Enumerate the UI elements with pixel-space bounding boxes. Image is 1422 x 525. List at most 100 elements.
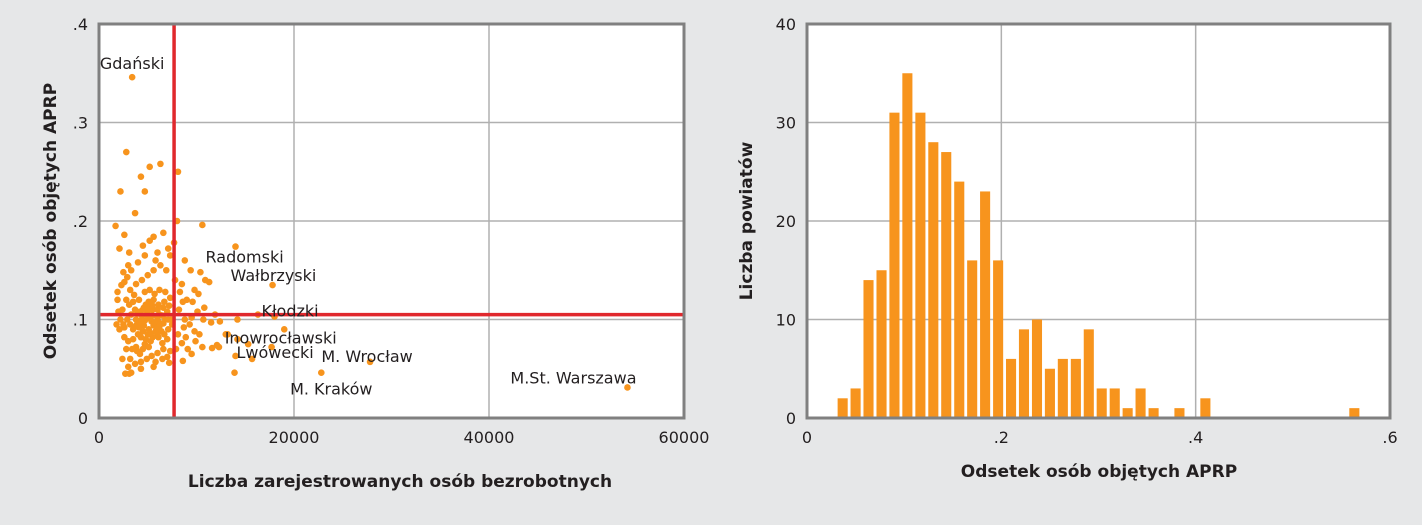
scatter-gridlines [99,24,684,418]
scatter-point [159,339,166,347]
histogram-bars [837,73,1360,419]
scatter-point [146,315,153,322]
histogram-bar [1109,388,1120,418]
scatter-points [112,73,631,391]
scatter-point [231,369,238,376]
scatter-point [138,276,146,284]
scatter-point [123,273,131,281]
histogram-plot-frame [805,22,1392,420]
scatter-point [124,262,132,269]
scatter-point [179,357,187,365]
histogram-bar [967,260,978,418]
scatter-point [156,323,163,330]
histogram-bar [876,270,887,418]
scatter-point [318,369,325,376]
histogram-bar [1006,358,1017,418]
point-label: Lwówecki [237,343,314,362]
scatter-point [137,365,145,373]
scatter-point [187,266,194,274]
scatter-point [125,370,133,377]
scatter-point [269,281,276,289]
scatter-point [280,326,288,333]
scatter-point [154,349,161,357]
scatter-point [216,318,224,325]
scatter-point [151,319,158,326]
histogram-bar [1349,408,1360,418]
scatter-point [119,355,126,363]
scatter-point [146,237,153,244]
scatter-point [128,73,136,81]
scatter-point [152,358,159,366]
scatter-plot-frame [97,22,686,420]
point-label: M. Kraków [290,380,372,399]
scatter-point [268,343,275,351]
histogram-bar [850,388,861,418]
scatter-point [123,345,130,353]
histogram-y-axis-label: Liczba powiatów [737,141,757,300]
scatter-point [166,252,174,259]
x-tick-label: 20000 [269,428,320,447]
scatter-point [166,347,174,355]
scatter-point [142,335,150,343]
scatter-point [181,257,189,264]
scatter-point [152,328,159,335]
scatter-point [112,222,119,230]
scatter-point [152,257,159,264]
scatter-point [141,188,149,195]
histogram-y-tick-labels: 0 10 20 30 40 [776,15,796,428]
scatter-point [197,268,204,276]
scatter-point [156,286,163,294]
scatter-point [174,168,182,176]
scatter-point [164,245,172,252]
y-tick-label: 0 [786,409,796,428]
scatter-point [166,294,174,302]
scatter-point [141,252,149,259]
scatter-point [118,281,125,289]
scatter-point [207,319,215,326]
x-tick-label: .4 [1188,428,1203,447]
scatter-point [127,266,135,274]
scatter-point [130,291,138,299]
y-tick-label: .3 [73,114,88,133]
scatter-point [150,296,157,304]
scatter-point [179,298,187,306]
scatter-point [182,333,190,341]
point-label: Wałbrzyski [231,266,317,285]
histogram-bar [1044,368,1055,418]
scatter-point [176,288,184,296]
y-tick-label: 40 [776,15,796,34]
scatter-point [163,353,171,361]
histogram-bar [954,181,965,418]
scatter-point [186,321,193,328]
scatter-point [146,286,153,294]
scatter-point [164,316,172,323]
histogram-bar [1057,358,1068,418]
scatter-point [131,209,139,217]
scatter-point [117,316,124,323]
histogram-chart: 0 .2 .4 .6 0 10 20 30 40 Odsetek osób objętych … [737,15,1398,482]
histogram-bar [1031,319,1043,418]
histogram-bar [902,73,913,418]
scatter-y-axis-label: Odsetek osób objętych APRP [41,83,61,359]
scatter-point [145,343,153,351]
scatter-point [201,304,208,311]
scatter-point [114,288,121,296]
point-label: Inowrocławski [225,328,337,347]
y-tick-label: .1 [73,311,88,330]
scatter-point [135,296,143,304]
scatter-point [165,359,173,367]
scatter-point [208,344,216,352]
histogram-bar [1070,358,1081,418]
histogram-bar [1018,329,1030,418]
histogram-bar [1174,408,1185,418]
x-tick-label: 0 [94,428,104,447]
scatter-point [150,266,157,274]
histogram-bar [1148,408,1159,418]
histogram-x-tick-labels: 0 .2 .4 .6 [802,428,1398,447]
y-tick-label: 30 [776,114,796,133]
point-label: Radomski [206,248,284,267]
scatter-point [234,335,241,343]
scatter-point [113,321,120,328]
scatter-point [157,262,164,269]
